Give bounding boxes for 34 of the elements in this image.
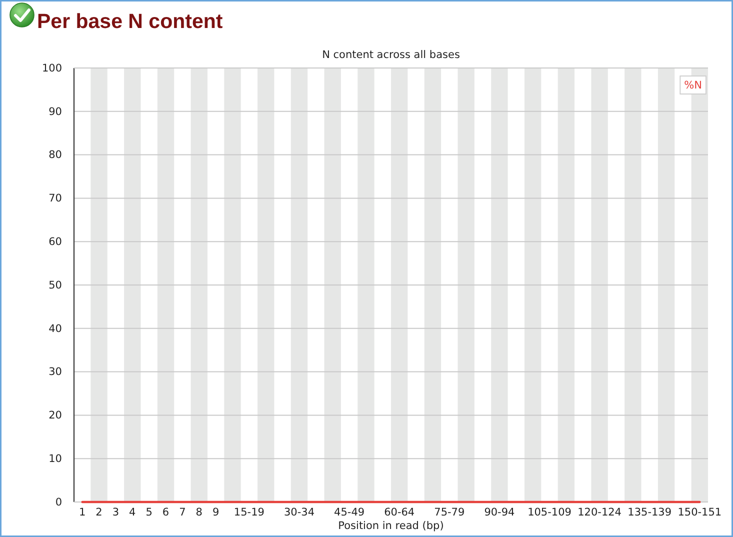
y-tick-label: 100 <box>42 62 62 74</box>
x-tick-label: 150-151 <box>678 506 722 518</box>
x-tick-label: 60-64 <box>384 506 415 518</box>
x-tick-label: 135-139 <box>628 506 672 518</box>
x-tick-label: 5 <box>146 506 152 518</box>
x-tick-label: 4 <box>129 506 136 518</box>
x-tick-label: 9 <box>212 506 220 518</box>
chart-title: Per base N content <box>37 10 223 33</box>
y-tick-label: 10 <box>48 452 62 465</box>
y-tick-label: 40 <box>48 322 62 335</box>
text: %N <box>684 80 702 92</box>
x-tick-label: 1 <box>79 506 86 518</box>
x-tick-label: 15-19 <box>234 506 264 518</box>
x-tick-label: 8 <box>196 506 202 518</box>
y-tick-label: 90 <box>48 106 62 118</box>
x-tick-label: 120-124 <box>578 506 622 518</box>
y-tick-label: 60 <box>48 236 62 248</box>
y-tick-label: 80 <box>48 149 62 162</box>
x-tick-label: 3 <box>112 506 120 518</box>
y-tick-label: 30 <box>48 366 62 378</box>
x-axis-title: Position in read (bp) <box>338 520 444 532</box>
x-tick-label: 30-34 <box>284 506 315 518</box>
y-tick-label: 20 <box>48 410 62 422</box>
x-tick-label: 75-79 <box>434 506 465 518</box>
x-tick-label: 6 <box>162 506 170 518</box>
y-tick-label: 50 <box>48 279 62 292</box>
x-tick-label: 90-94 <box>484 506 516 518</box>
y-tick-label: 0 <box>55 496 62 508</box>
x-tick-label: 2 <box>96 506 102 518</box>
x-tick-label: 45-49 <box>334 506 365 518</box>
chart-subtitle: N content across all bases <box>322 49 460 61</box>
x-tick-label: 105-109 <box>528 506 572 518</box>
x-tick-label: 7 <box>179 506 186 518</box>
y-tick-label: 70 <box>48 192 62 205</box>
